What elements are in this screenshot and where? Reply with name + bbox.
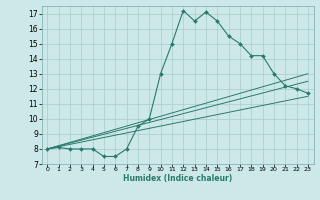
X-axis label: Humidex (Indice chaleur): Humidex (Indice chaleur) — [123, 174, 232, 183]
